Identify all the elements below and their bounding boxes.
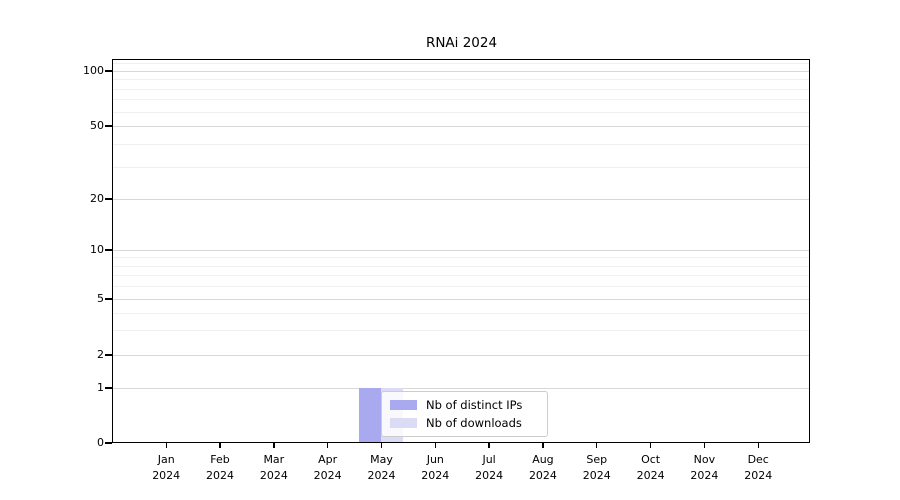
gridline-minor: [113, 166, 810, 168]
gridline-major: [113, 250, 810, 251]
y-tick-mark: [105, 125, 112, 127]
x-tick-mark: [649, 443, 652, 448]
x-tick-mark: [757, 443, 759, 448]
gridline-major: [113, 299, 810, 300]
x-tick-label: Mar 2024: [246, 452, 302, 483]
x-tick-mark: [219, 443, 221, 448]
bar-nb-of-distinct-ips: [359, 388, 382, 443]
x-tick-year: 2024: [528, 468, 557, 482]
gridline-minor: [113, 63, 810, 65]
x-tick-month: Jul: [482, 453, 496, 466]
x-tick-month: Apr: [318, 453, 338, 466]
x-tick-label: Nov 2024: [676, 452, 732, 483]
x-tick-month: Nov: [693, 453, 716, 466]
gridline-major: [113, 388, 810, 389]
gridline-major: [113, 355, 810, 356]
y-tick-label: 2: [97, 348, 104, 361]
legend: Nb of distinct IPs Nb of downloads: [381, 391, 548, 437]
gridline-minor: [113, 286, 810, 288]
x-tick-mark: [596, 443, 598, 448]
x-tick-label: Feb 2024: [192, 452, 248, 483]
x-tick-mark: [273, 443, 275, 448]
y-tick-mark: [105, 249, 112, 251]
x-tick-label: Jan 2024: [138, 452, 194, 483]
x-tick-label: Dec 2024: [730, 452, 786, 483]
x-tick-mark: [380, 443, 383, 448]
x-tick-month: Aug: [532, 453, 554, 466]
gridline-minor: [113, 275, 810, 277]
gridline-minor: [113, 88, 810, 90]
y-tick-label: 10: [90, 243, 104, 256]
legend-label: Nb of downloads: [426, 415, 522, 430]
x-tick-label: Jul 2024: [461, 452, 517, 483]
x-tick-month: May: [370, 453, 393, 466]
x-tick-label: May 2024: [353, 452, 409, 483]
gridline-major: [113, 199, 810, 200]
legend-item: Nb of distinct IPs: [390, 398, 539, 412]
x-tick-month: Jun: [426, 453, 444, 466]
x-tick-label: Apr 2024: [300, 452, 356, 483]
y-tick-mark: [105, 387, 112, 389]
gridline-minor: [113, 143, 810, 145]
y-tick-label: 0: [97, 436, 104, 449]
x-tick-mark: [326, 443, 329, 448]
gridline-minor: [113, 111, 810, 113]
x-tick-month: Feb: [210, 453, 230, 466]
x-tick-year: 2024: [744, 468, 773, 482]
y-tick-mark: [105, 198, 112, 200]
gridline-minor: [113, 312, 810, 314]
legend-swatch: [390, 417, 417, 428]
gridline-minor: [113, 79, 810, 81]
x-tick-label: Sep 2024: [569, 452, 625, 483]
x-tick-year: 2024: [690, 468, 719, 482]
x-tick-month: Dec: [747, 453, 769, 466]
x-tick-month: Jan: [157, 453, 175, 466]
y-tick-label: 20: [90, 192, 104, 205]
chart-title: RNAi 2024: [425, 35, 498, 51]
x-tick-mark: [703, 443, 706, 448]
gridline-minor: [113, 257, 810, 259]
x-tick-month: Mar: [263, 453, 285, 466]
plot-area: [113, 60, 810, 443]
legend-item: Nb of downloads: [390, 416, 539, 430]
x-tick-month: Oct: [641, 453, 661, 466]
x-tick-label: Jun 2024: [407, 452, 463, 483]
y-tick-label: 100: [83, 64, 104, 77]
gridline-minor: [113, 330, 810, 332]
y-tick-mark: [105, 298, 112, 300]
y-tick-label: 50: [90, 119, 104, 132]
x-tick-year: 2024: [475, 468, 504, 482]
x-tick-mark: [488, 443, 490, 448]
x-tick-mark: [542, 443, 544, 448]
gridline-minor: [113, 265, 810, 267]
x-tick-year: 2024: [421, 468, 450, 482]
gridline-major: [113, 71, 810, 72]
gridline-major: [113, 126, 810, 127]
x-tick-month: Sep: [586, 453, 608, 466]
x-tick-label: Oct 2024: [623, 452, 679, 483]
y-tick-mark: [105, 70, 112, 72]
x-tick-year: 2024: [152, 468, 181, 482]
x-tick-mark: [434, 443, 436, 448]
x-tick-mark: [165, 443, 167, 448]
legend-label: Nb of distinct IPs: [426, 398, 523, 413]
x-tick-year: 2024: [636, 468, 665, 482]
y-tick-label: 1: [97, 381, 104, 394]
x-tick-year: 2024: [582, 468, 611, 482]
x-tick-year: 2024: [313, 468, 342, 482]
x-tick-year: 2024: [367, 468, 396, 482]
y-tick-mark: [105, 442, 112, 444]
y-tick-mark: [105, 354, 112, 356]
y-tick-label: 5: [97, 292, 104, 305]
x-tick-label: Aug 2024: [515, 452, 571, 483]
legend-swatch: [390, 400, 417, 411]
x-tick-year: 2024: [259, 468, 288, 482]
gridline-minor: [113, 99, 810, 101]
x-tick-year: 2024: [206, 468, 235, 482]
